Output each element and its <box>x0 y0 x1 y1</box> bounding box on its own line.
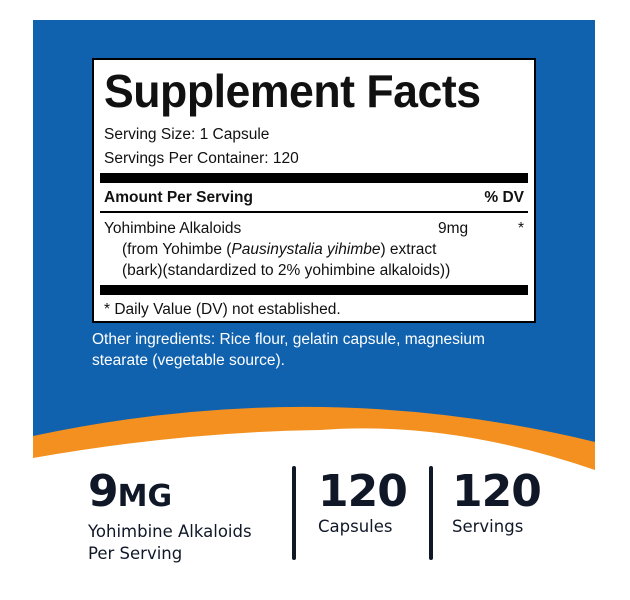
divider-thick <box>100 284 528 295</box>
ingredient-row: Yohimbine Alkaloids 9mg * <box>104 218 524 239</box>
ingredient-amount: 9mg <box>437 219 469 237</box>
ingredient-detail-2: (bark)(standardized to 2% yohimbine alka… <box>122 261 451 279</box>
dose-label-1: Yohimbine Alkaloids <box>88 522 252 541</box>
servings-per-container: Servings Per Container: 120 <box>104 150 299 167</box>
dose-value: 9MG <box>88 468 252 521</box>
detail-text: (from Yohimbe ( <box>122 240 232 258</box>
stat-capsules: 120 Capsules <box>318 466 408 538</box>
ingredient-name: Yohimbine Alkaloids <box>104 219 242 237</box>
capsules-label: Capsules <box>318 517 393 536</box>
detail-text: ) extract <box>380 240 437 258</box>
ingredient-detail-1: (from Yohimbe (Pausinystalia yihimbe) ex… <box>104 239 524 260</box>
divider-thin <box>100 211 528 213</box>
stat-divider <box>292 466 296 560</box>
facts-title: Supplement Facts <box>104 65 481 117</box>
stat-dose: 9MG Yohimbine Alkaloids Per Serving <box>88 468 252 565</box>
amount-header-row: Amount Per Serving % DV <box>104 187 524 208</box>
orange-band <box>33 405 595 470</box>
footnote: * Daily Value (DV) not established. <box>104 300 341 318</box>
stat-servings: 120 Servings <box>452 466 542 538</box>
stat-divider <box>429 466 433 560</box>
serving-size: Serving Size: 1 Capsule <box>104 126 270 143</box>
dose-number: 9 <box>88 466 119 517</box>
divider-thick <box>100 173 528 183</box>
dose-unit: MG <box>117 479 173 514</box>
dv-header: % DV <box>484 189 524 206</box>
capsules-value: 120 <box>318 466 408 517</box>
servings-value: 120 <box>452 466 542 517</box>
other-ingredients: Other ingredients: Rice flour, gelatin c… <box>92 331 485 369</box>
dose-label-2: Per Serving <box>88 544 183 563</box>
supplement-facts-panel: Supplement Facts Serving Size: 1 Capsule… <box>92 58 536 323</box>
latin-name: Pausinystalia yihimbe <box>231 240 381 258</box>
ingredient-dv: * <box>517 219 524 237</box>
servings-label: Servings <box>452 517 524 536</box>
amount-header: Amount Per Serving <box>104 189 253 206</box>
